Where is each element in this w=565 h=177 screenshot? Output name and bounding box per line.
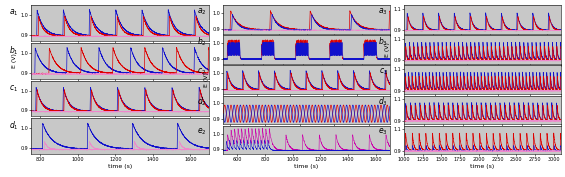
Text: $\mathit{b}$$_{\mathit{2}}$: $\mathit{b}$$_{\mathit{2}}$ xyxy=(197,35,207,48)
Text: $\mathit{d}$$_{\mathit{1}}$: $\mathit{d}$$_{\mathit{1}}$ xyxy=(9,120,19,133)
Text: $\mathit{e}$$_{\mathit{3}}$: $\mathit{e}$$_{\mathit{3}}$ xyxy=(379,127,388,137)
Text: $\mathit{d}$$_{\mathit{2}}$: $\mathit{d}$$_{\mathit{2}}$ xyxy=(197,96,207,108)
X-axis label: time (s): time (s) xyxy=(294,164,319,169)
Text: $\mathit{a}$$_{\mathit{3}}$: $\mathit{a}$$_{\mathit{3}}$ xyxy=(379,6,388,17)
X-axis label: time (s): time (s) xyxy=(471,164,494,169)
Text: $\mathit{d}$$_{\mathit{3}}$: $\mathit{d}$$_{\mathit{3}}$ xyxy=(379,96,388,108)
Text: $\mathit{b}$$_{\mathit{1}}$: $\mathit{b}$$_{\mathit{1}}$ xyxy=(9,45,19,57)
Text: $\mathit{a}$$_{\mathit{2}}$: $\mathit{a}$$_{\mathit{2}}$ xyxy=(197,6,207,17)
Text: $\mathit{a}$$_{\mathit{1}}$: $\mathit{a}$$_{\mathit{1}}$ xyxy=(9,8,19,18)
Y-axis label: E (V): E (V) xyxy=(205,72,210,87)
X-axis label: time (s): time (s) xyxy=(108,164,132,169)
Text: $\mathit{c}$$_{\mathit{2}}$: $\mathit{c}$$_{\mathit{2}}$ xyxy=(197,67,207,77)
Text: $\mathit{c}$$_{\mathit{1}}$: $\mathit{c}$$_{\mathit{1}}$ xyxy=(10,83,19,94)
Text: $\mathit{b}$$_{\mathit{3}}$: $\mathit{b}$$_{\mathit{3}}$ xyxy=(379,35,388,48)
Y-axis label: E (V): E (V) xyxy=(385,42,390,57)
Text: $\mathit{e}$$_{\mathit{2}}$: $\mathit{e}$$_{\mathit{2}}$ xyxy=(197,127,207,137)
Y-axis label: E (V): E (V) xyxy=(12,53,18,68)
Text: $\mathit{c}$$_{\mathit{3}}$: $\mathit{c}$$_{\mathit{3}}$ xyxy=(379,67,388,77)
